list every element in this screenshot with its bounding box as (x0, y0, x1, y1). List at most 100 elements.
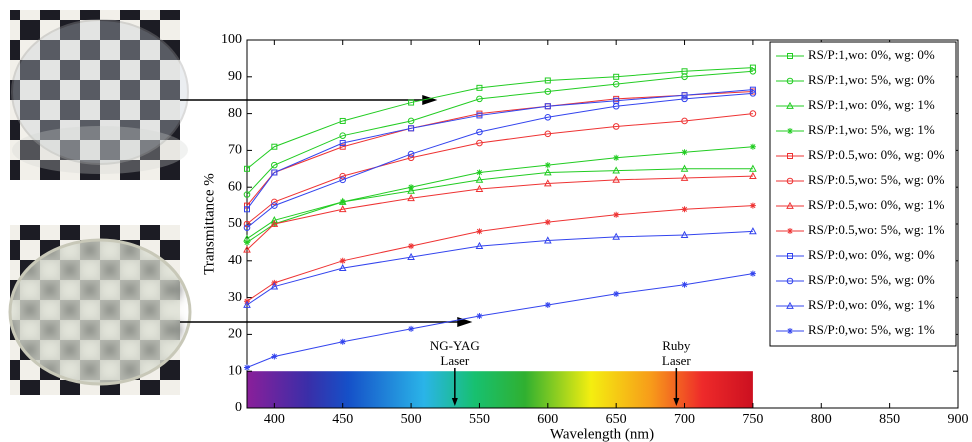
marker (613, 211, 620, 218)
marker (681, 117, 688, 125)
photo-frosted (8, 225, 192, 395)
marker (270, 219, 279, 227)
y-axis-label: Transmittance % (201, 173, 217, 275)
photo-arrows (180, 94, 473, 328)
legend-marker (786, 77, 794, 85)
legend-label: RS/P:0,wo: 0%, wg: 1% (808, 297, 935, 312)
y-tick-label: 100 (221, 32, 242, 47)
marker (681, 206, 688, 213)
marker (543, 168, 552, 176)
legend-label: RS/P:1,wo: 5%, wg: 1% (808, 122, 935, 137)
legend-label: RS/P:0.5,wo: 0%, wg: 0% (808, 147, 945, 162)
legend-marker (787, 253, 793, 259)
marker (543, 236, 552, 244)
marker (749, 110, 757, 117)
marker (681, 281, 688, 288)
marker (544, 130, 552, 138)
y-tick-label: 50 (228, 216, 242, 231)
marker (407, 154, 415, 162)
marker (476, 128, 483, 136)
series-line (246, 113, 753, 225)
legend-marker (787, 228, 793, 234)
legend-marker (786, 277, 794, 285)
marker (612, 166, 621, 174)
legend-marker (787, 153, 793, 159)
series-line (246, 175, 753, 251)
legend: RS/P:1,wo: 0%, wg: 0% RS/P:1,wo: 5%, wg: … (769, 41, 957, 347)
marker (475, 184, 484, 192)
marker (271, 202, 278, 209)
marker (544, 88, 552, 95)
marker (271, 353, 278, 360)
marker (681, 73, 688, 81)
annotation-text: Laser (440, 353, 470, 368)
legend-label: RS/P:0.5,wo: 5%, wg: 1% (808, 222, 945, 237)
legend-marker (786, 177, 794, 185)
marker (339, 257, 346, 264)
marker (271, 198, 278, 206)
marker (339, 198, 346, 205)
marker (749, 164, 757, 172)
marker (476, 95, 483, 103)
marker (407, 193, 415, 202)
marker (407, 117, 415, 125)
marker (680, 173, 689, 181)
x-tick-label: 850 (879, 412, 900, 427)
marker (680, 164, 689, 172)
marker (476, 139, 483, 147)
x-tick-label: 400 (264, 412, 285, 427)
marker (681, 92, 688, 99)
marker (244, 206, 250, 213)
marker (476, 84, 483, 91)
marker (612, 232, 621, 240)
marker (612, 175, 621, 183)
marker (407, 150, 415, 158)
series-line (246, 67, 753, 170)
legend-label: RS/P:0,wo: 5%, wg: 1% (808, 322, 935, 337)
marker (476, 169, 483, 176)
series-line (246, 92, 753, 229)
marker (544, 113, 552, 121)
marker (407, 186, 415, 194)
y-tick-label: 10 (228, 363, 242, 378)
y-tick-label: 30 (228, 290, 242, 305)
marker (543, 179, 552, 187)
marker (339, 132, 347, 139)
legend-marker (786, 201, 794, 209)
marker (749, 270, 756, 277)
marker (749, 202, 756, 209)
y-tick-label: 0 (235, 400, 242, 415)
spectrum-band (247, 371, 753, 408)
annotation-text: Laser (662, 353, 692, 368)
legend-marker (786, 101, 794, 109)
marker (476, 112, 483, 119)
marker (271, 169, 278, 176)
series-line (246, 70, 753, 195)
marker (271, 143, 278, 150)
marker (244, 364, 250, 371)
marker (407, 252, 415, 261)
marker (475, 175, 484, 183)
marker (544, 77, 551, 84)
legend-label: RS/P:1,wo: 0%, wg: 0% (808, 47, 935, 62)
marker (544, 103, 551, 110)
marker (613, 73, 620, 80)
series-line (246, 89, 753, 210)
y-tick-label: 90 (228, 69, 242, 84)
marker (544, 162, 551, 169)
marker (408, 125, 415, 132)
legend-marker (787, 328, 793, 334)
legend-marker (787, 128, 793, 134)
y-tick-label: 40 (228, 253, 242, 268)
marker (243, 220, 251, 228)
marker (243, 224, 251, 231)
legend-box (769, 41, 957, 347)
marker (408, 325, 415, 332)
marker (270, 282, 279, 290)
marker (339, 117, 346, 124)
marker (339, 172, 347, 180)
marker (339, 338, 346, 345)
marker (680, 230, 689, 238)
marker (612, 80, 620, 88)
x-tick-label: 550 (469, 412, 490, 427)
